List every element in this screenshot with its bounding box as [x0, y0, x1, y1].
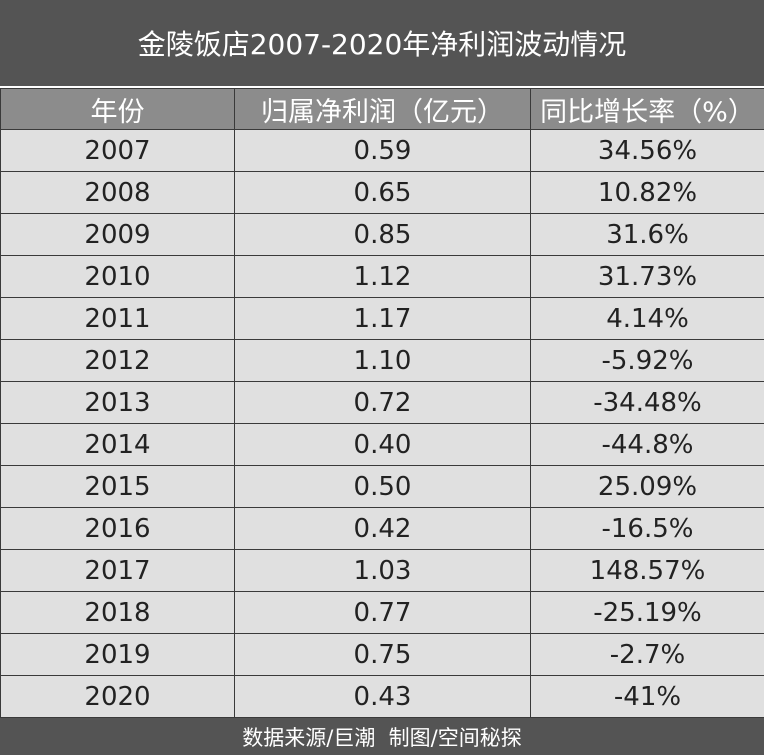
table-cell: 0.40 [234, 423, 531, 466]
table-cell: 1.03 [234, 549, 531, 592]
footer: 数据来源/巨潮 制图/空间秘探 [0, 718, 764, 755]
table-cell: -34.48% [530, 381, 764, 424]
table-cell: 2012 [0, 339, 235, 382]
table-cell: 0.50 [234, 465, 531, 508]
table-cell: 31.6% [530, 213, 764, 256]
table-cell: 1.17 [234, 297, 531, 340]
table-row: 2017 1.03 148.57% [0, 549, 764, 592]
table-cell: 0.42 [234, 507, 531, 550]
table-cell: 0.85 [234, 213, 531, 256]
table-cell: 31.73% [530, 255, 764, 298]
table-cell: 148.57% [530, 549, 764, 592]
table-cell: 34.56% [530, 129, 764, 172]
table-row: 2008 0.65 10.82% [0, 171, 764, 214]
table-cell: -41% [530, 675, 764, 718]
table-cell: 1.10 [234, 339, 531, 382]
table-row: 2010 1.12 31.73% [0, 255, 764, 298]
table-cell: 0.72 [234, 381, 531, 424]
table-row: 2020 0.43 -41% [0, 675, 764, 718]
table-cell: 0.65 [234, 171, 531, 214]
table-row: 2019 0.75 -2.7% [0, 633, 764, 676]
table-cell: 2015 [0, 465, 235, 508]
table-cell: 2013 [0, 381, 235, 424]
header-row: 年份 归属净利润（亿元） 同比增长率（%） [0, 88, 764, 130]
table-row: 2013 0.72 -34.48% [0, 381, 764, 424]
table-cell: 2007 [0, 129, 235, 172]
table-cell: 0.59 [234, 129, 531, 172]
table-row: 2015 0.50 25.09% [0, 465, 764, 508]
table-cell: -16.5% [530, 507, 764, 550]
table-cell: 4.14% [530, 297, 764, 340]
table-cell: 2011 [0, 297, 235, 340]
table-cell: -25.19% [530, 591, 764, 634]
table-body: 2007 0.59 34.56% 2008 0.65 10.82% 2009 0.85 31.6… [0, 129, 764, 718]
table-row: 2011 1.17 4.14% [0, 297, 764, 340]
table-cell: 2018 [0, 591, 235, 634]
table-cell: 25.09% [530, 465, 764, 508]
table-row: 2007 0.59 34.56% [0, 129, 764, 172]
header-cell: 同比增长率（%） [530, 88, 764, 130]
table-cell: -44.8% [530, 423, 764, 466]
table-cell: -2.7% [530, 633, 764, 676]
table-row: 2009 0.85 31.6% [0, 213, 764, 256]
table-cell: 2010 [0, 255, 235, 298]
table-cell: 10.82% [530, 171, 764, 214]
table-cell: 0.77 [234, 591, 531, 634]
header-cell: 归属净利润（亿元） [234, 88, 531, 130]
data-table: 年份 归属净利润（亿元） 同比增长率（%） 2007 0.59 34.56% 2008 0.… [0, 88, 764, 718]
table-cell: 2009 [0, 213, 235, 256]
table-row: 2018 0.77 -25.19% [0, 591, 764, 634]
table-cell: 2019 [0, 633, 235, 676]
table-row: 2014 0.40 -44.8% [0, 423, 764, 466]
table-cell: -5.92% [530, 339, 764, 382]
table-cell: 2014 [0, 423, 235, 466]
table-cell: 2017 [0, 549, 235, 592]
table-row: 2016 0.42 -16.5% [0, 507, 764, 550]
table-cell: 2008 [0, 171, 235, 214]
header-cell: 年份 [0, 88, 235, 130]
table-cell: 0.43 [234, 675, 531, 718]
table-cell: 2016 [0, 507, 235, 550]
title: 金陵饭店2007-2020年净利润波动情况 [0, 0, 764, 88]
table-row: 2012 1.10 -5.92% [0, 339, 764, 382]
table-cell: 0.75 [234, 633, 531, 676]
table-cell: 2020 [0, 675, 235, 718]
table-cell: 1.12 [234, 255, 531, 298]
